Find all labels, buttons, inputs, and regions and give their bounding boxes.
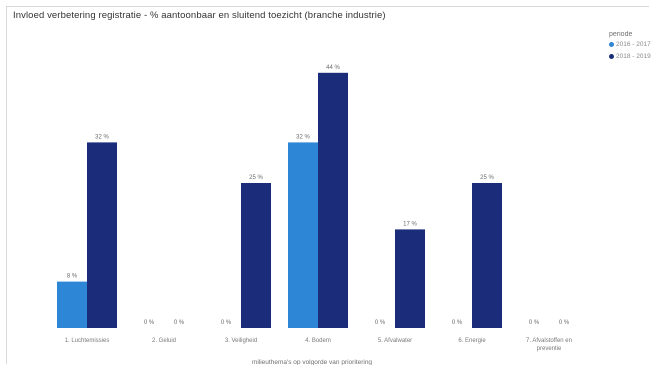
data-label-s1-c7: 0 % [529,320,540,326]
x-tick-label-6: 6. Energie [458,338,486,344]
bar-s2-c4[interactable] [318,72,348,328]
bar-s1-c1[interactable] [57,281,87,328]
bar-s2-c5[interactable] [395,229,425,328]
x-tick-label-2: 2. Geluid [152,338,176,344]
x-tick-label-7: 7. Afvalstoffen en [526,338,572,344]
data-label-s1-c1: 8 % [67,274,78,280]
data-label-s2-c7: 0 % [559,320,570,326]
legend-label-1: 2016 - 2017 [616,40,651,48]
data-label-s1-c3: 0 % [221,320,232,326]
chart-frame [6,6,649,364]
data-label-s2-c4: 44 % [326,65,340,71]
data-label-s2-c2: 0 % [174,320,185,326]
data-label-s1-c5: 0 % [375,320,386,326]
legend-item-1[interactable]: 2016 - 2017 [609,38,653,50]
bar-s2-c3[interactable] [241,183,271,328]
data-label-s2-c3: 25 % [249,175,263,181]
x-tick-label-3: 3. Veiligheid [225,338,257,344]
legend-title: periode [609,31,633,38]
data-label-s2-c6: 25 % [480,175,494,181]
legend: periode 2016 - 2017 2018 - 2019 [609,31,653,62]
data-label-s1-c2: 0 % [144,320,155,326]
bar-s2-c6[interactable] [472,183,502,328]
chart-title: Invloed verbetering registratie - % aant… [13,10,386,21]
bar-s2-c1[interactable] [87,142,117,328]
x-tick-label-4: 4. Bodem [305,338,331,344]
legend-swatch-1 [609,41,614,47]
bar-s1-c4[interactable] [288,142,318,328]
data-label-s1-c6: 0 % [452,320,463,326]
x-tick-label-7: preventie [537,346,562,352]
x-tick-label-5: 5. Afvalwater [378,338,412,344]
legend-label-2: 2018 - 2019 [616,52,651,60]
x-axis-title: milieuthema's op volgorde van prioriteri… [252,359,372,365]
data-label-s1-c4: 32 % [296,134,310,140]
legend-swatch-2 [609,53,614,59]
data-label-s2-c5: 17 % [403,221,417,227]
data-label-s2-c1: 32 % [95,134,109,140]
x-tick-label-1: 1. Luchtemissies [65,338,110,344]
legend-item-2[interactable]: 2018 - 2019 [609,50,653,62]
